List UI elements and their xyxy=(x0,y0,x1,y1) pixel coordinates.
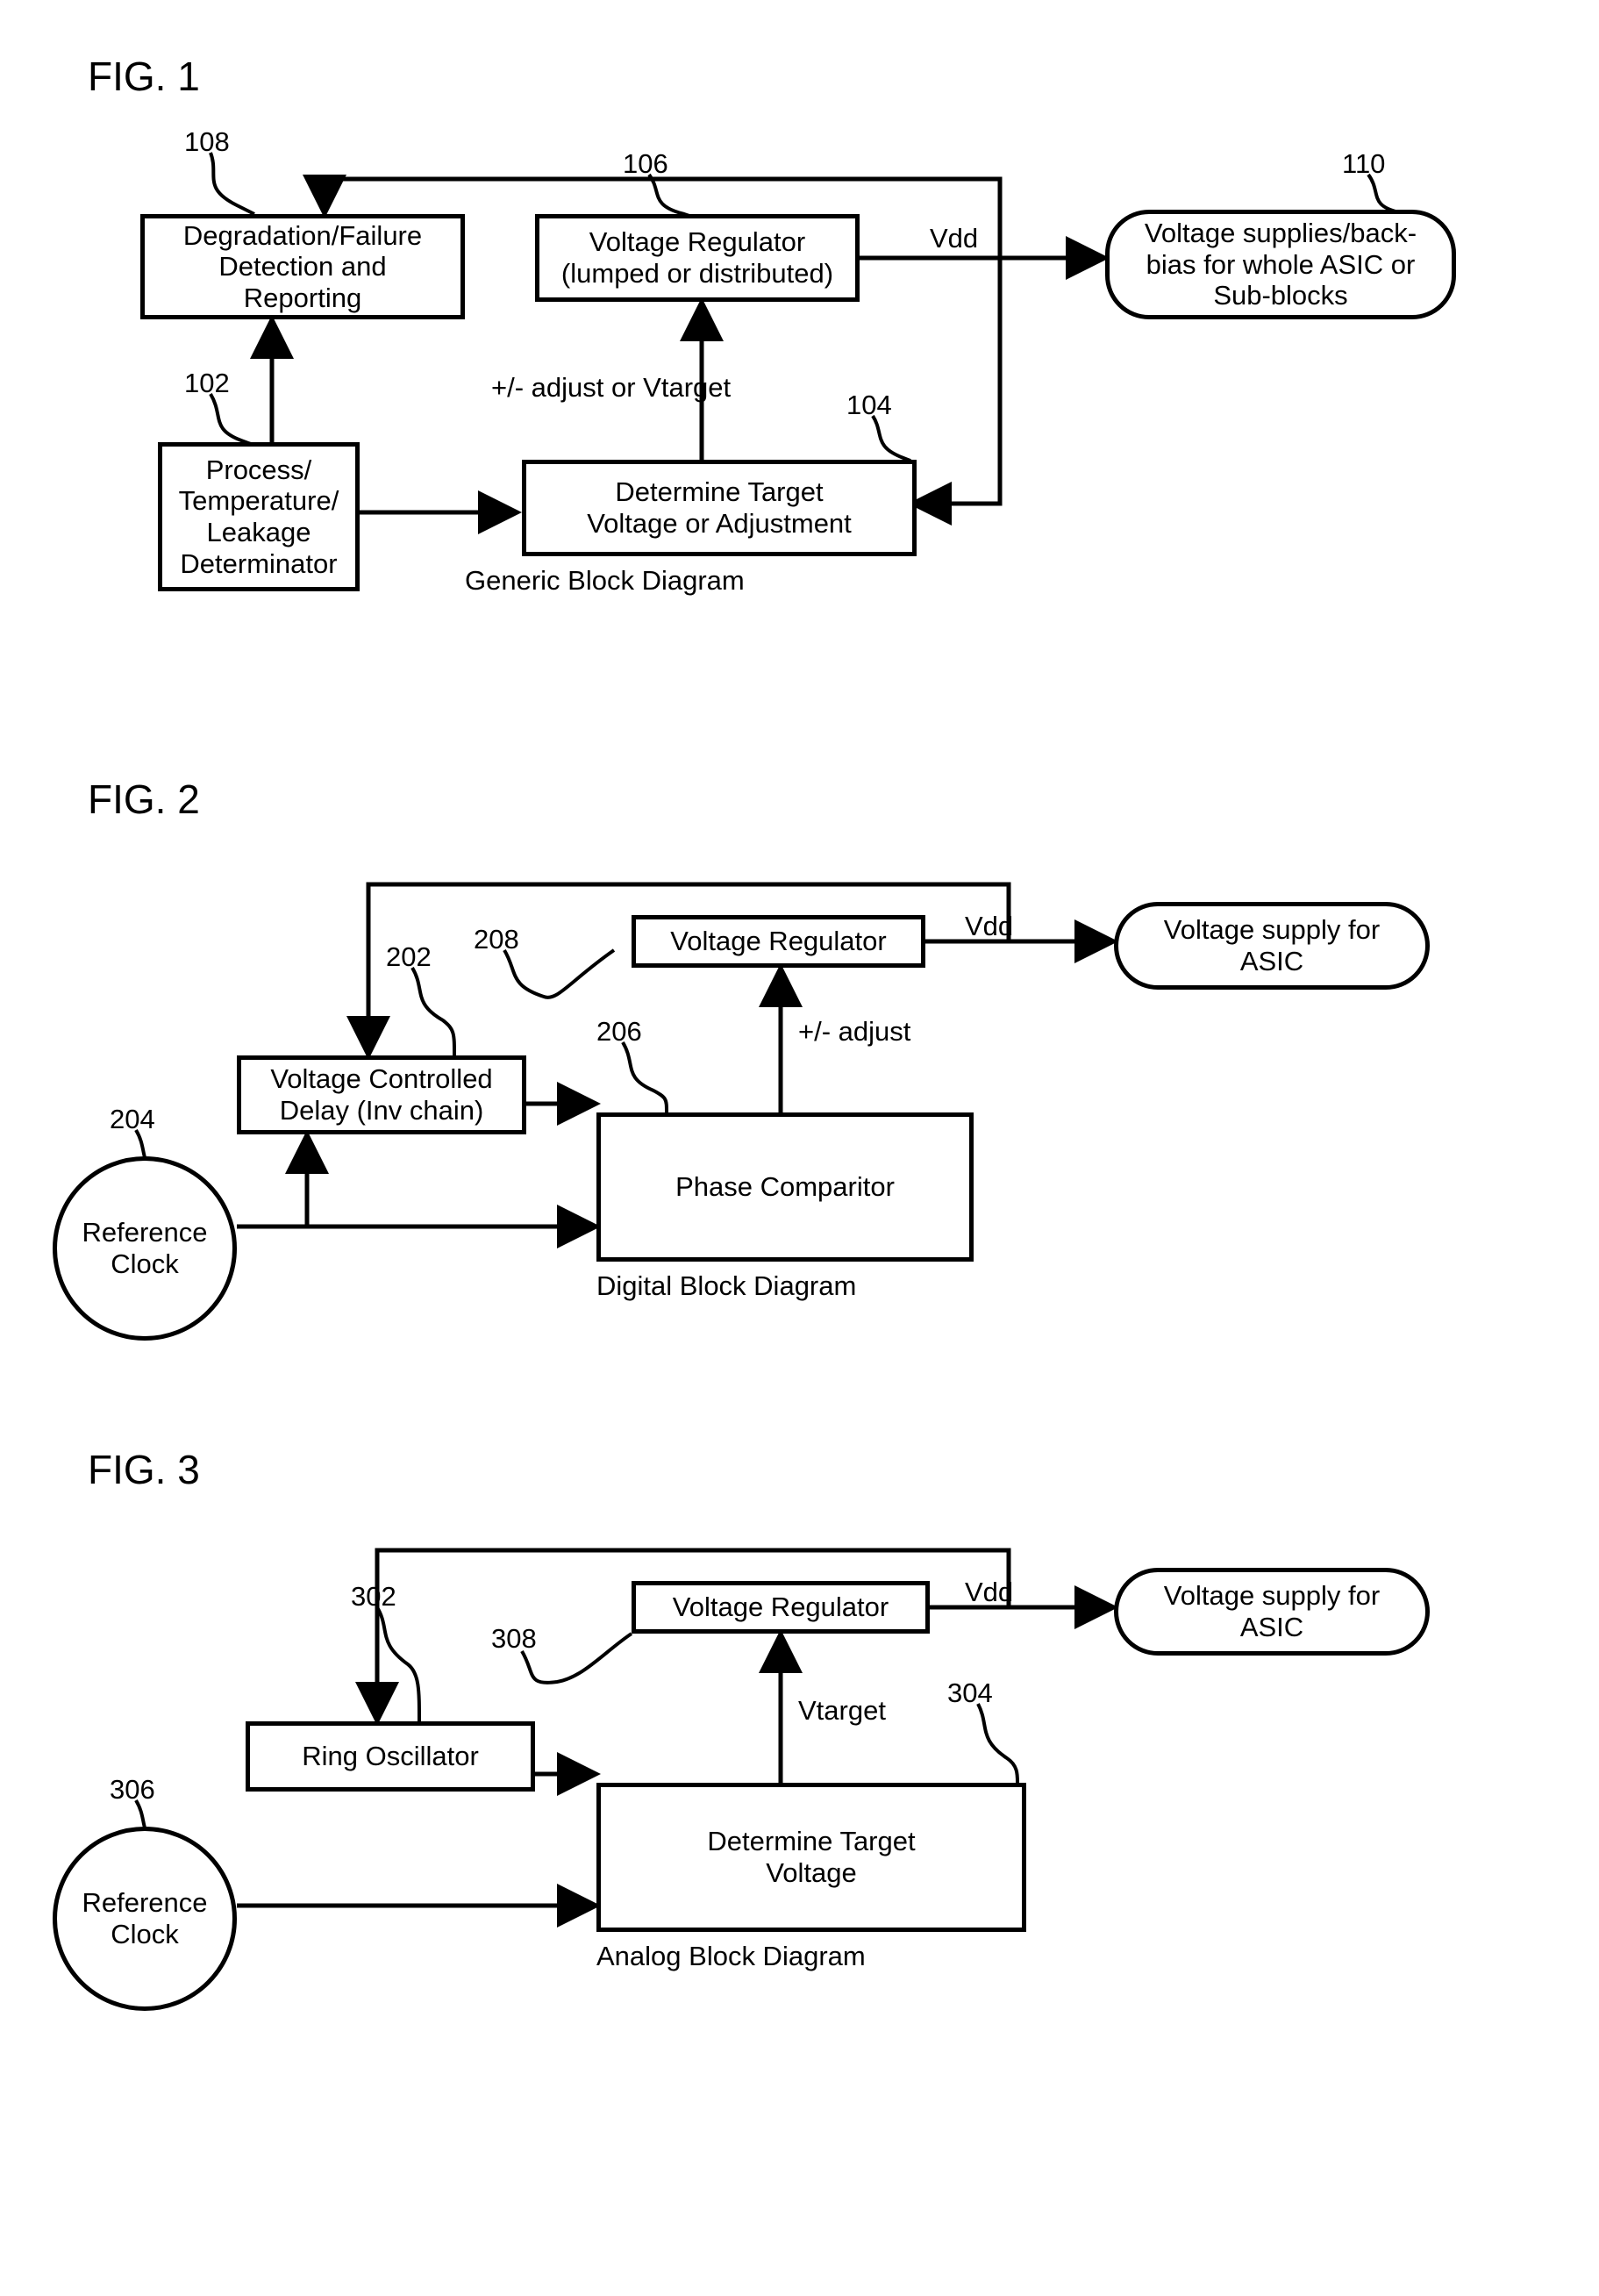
label-vdd: Vdd xyxy=(930,223,978,254)
text-output2: Voltage supply forASIC xyxy=(1164,914,1380,976)
ref-308: 308 xyxy=(491,1623,537,1655)
ref-208: 208 xyxy=(474,924,519,955)
text-output3: Voltage supply forASIC xyxy=(1164,1580,1380,1642)
ref-106: 106 xyxy=(623,148,668,180)
fig2-canvas: Voltage Regulator Voltage supply forASIC… xyxy=(35,849,1526,1341)
label-vdd3: Vdd xyxy=(965,1577,1013,1608)
block-clock3: ReferenceClock xyxy=(53,1827,237,2011)
ref-104: 104 xyxy=(846,390,892,421)
ref-302: 302 xyxy=(351,1581,396,1613)
text-vreg3: Voltage Regulator xyxy=(673,1591,889,1623)
fig2-caption: Digital Block Diagram xyxy=(596,1270,856,1302)
ref-306: 306 xyxy=(110,1774,155,1806)
text-vreg: Voltage Regulator(lumped or distributed) xyxy=(561,226,833,289)
block-phase: Phase Comparitor xyxy=(596,1112,974,1262)
block-determine: Determine TargetVoltage or Adjustment xyxy=(522,460,917,556)
text-clock3: ReferenceClock xyxy=(82,1887,207,1949)
block-determine3: Determine TargetVoltage xyxy=(596,1783,1026,1932)
figure-3: FIG. 3 Voltage Regulator xyxy=(35,1446,1564,2011)
label-vtarget: Vtarget xyxy=(798,1695,886,1727)
text-process: Process/Temperature/LeakageDeterminator xyxy=(179,454,339,580)
block-output: Voltage supplies/back-bias for whole ASI… xyxy=(1105,210,1456,319)
fig3-canvas: Voltage Regulator Voltage supply forASIC… xyxy=(35,1520,1526,2011)
text-vreg2: Voltage Regulator xyxy=(670,926,886,957)
ref-108: 108 xyxy=(184,126,230,158)
label-adjust: +/- adjust or Vtarget xyxy=(491,372,731,404)
fig1-canvas: Degradation/FailureDetection andReportin… xyxy=(35,126,1526,670)
block-vreg3: Voltage Regulator xyxy=(632,1581,930,1634)
text-vcd: Voltage ControlledDelay (Inv chain) xyxy=(270,1063,492,1126)
fig1-caption: Generic Block Diagram xyxy=(465,565,745,597)
label-vdd2: Vdd xyxy=(965,911,1013,942)
block-vreg: Voltage Regulator(lumped or distributed) xyxy=(535,214,860,302)
text-clock2: ReferenceClock xyxy=(82,1217,207,1279)
ref-206: 206 xyxy=(596,1016,642,1048)
ref-102: 102 xyxy=(184,368,230,399)
text-output: Voltage supplies/back-bias for whole ASI… xyxy=(1145,218,1417,311)
block-degradation: Degradation/FailureDetection andReportin… xyxy=(140,214,465,319)
fig2-title: FIG. 2 xyxy=(88,776,1564,823)
block-clock2: ReferenceClock xyxy=(53,1156,237,1341)
ref-110: 110 xyxy=(1342,148,1385,180)
text-determine: Determine TargetVoltage or Adjustment xyxy=(587,476,852,539)
fig1-title: FIG. 1 xyxy=(88,53,1564,100)
figure-2: FIG. 2 Volta xyxy=(35,776,1564,1341)
block-ring: Ring Oscillator xyxy=(246,1721,535,1792)
text-degradation: Degradation/FailureDetection andReportin… xyxy=(183,220,422,314)
block-vcd: Voltage ControlledDelay (Inv chain) xyxy=(237,1055,526,1134)
ref-304: 304 xyxy=(947,1677,993,1709)
fig3-title: FIG. 3 xyxy=(88,1446,1564,1493)
ref-202: 202 xyxy=(386,941,432,973)
text-determine3: Determine TargetVoltage xyxy=(707,1826,915,1888)
text-ring: Ring Oscillator xyxy=(302,1741,479,1772)
block-output2: Voltage supply forASIC xyxy=(1114,902,1430,990)
label-adjust2: +/- adjust xyxy=(798,1016,910,1048)
text-phase: Phase Comparitor xyxy=(675,1171,895,1203)
block-vreg2: Voltage Regulator xyxy=(632,915,925,968)
figure-1: FIG. 1 xyxy=(35,53,1564,670)
ref-204: 204 xyxy=(110,1104,155,1135)
block-process: Process/Temperature/LeakageDeterminator xyxy=(158,442,360,591)
block-output3: Voltage supply forASIC xyxy=(1114,1568,1430,1656)
fig3-caption: Analog Block Diagram xyxy=(596,1941,866,1972)
